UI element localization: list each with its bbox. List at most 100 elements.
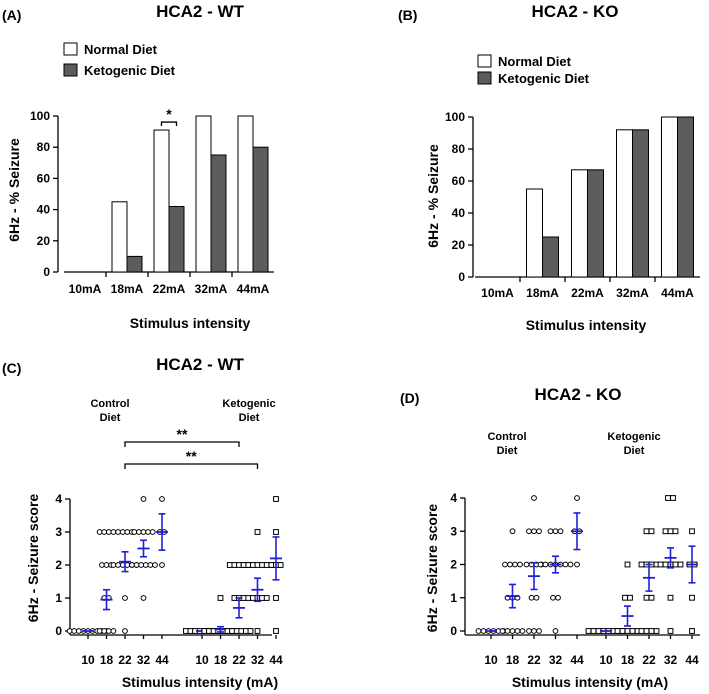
- panel-d-data-point: [629, 628, 636, 634]
- panel-c-data-point: [236, 562, 242, 568]
- panel-d-data-point: [526, 628, 532, 634]
- panel-b-x-tick-label: 22mA: [571, 286, 604, 300]
- panel-b-bar-ketogenic: [587, 169, 604, 278]
- panel-c-data-point: [71, 628, 78, 634]
- panel-d-data-point: [504, 628, 511, 634]
- panel-c-x-tick-label: 10: [195, 653, 209, 667]
- panel-c-data-point: [229, 628, 235, 634]
- panel-b-legend-normal-label: Normal Diet: [498, 54, 572, 69]
- panel-c-data-point: [233, 628, 240, 634]
- panel-a-label: (A): [2, 7, 21, 23]
- panel-c-plot-area: 0 1 2 3 4 10 18 22 32 44 Control Diet 10 18 22 32 44 Keto…: [55, 398, 284, 667]
- panel-a-y-tick-label: 0: [43, 265, 50, 279]
- panel-b-legend-ketogenic-swatch: [477, 71, 492, 85]
- panel-b-y-tick-label: 60: [452, 174, 466, 188]
- panel-c-data-point: [147, 562, 154, 568]
- panel-c-data-point: [273, 529, 279, 535]
- panel-d-data-point: [567, 561, 574, 568]
- panel-c-data-point: [131, 529, 138, 535]
- panel-d-data-point: [638, 561, 645, 568]
- panel-c-label: (C): [2, 360, 21, 376]
- panel-c-data-point: [245, 562, 252, 568]
- panel-d-label: (D): [400, 390, 419, 406]
- panel-d-data-point: [643, 628, 650, 634]
- panel-a-plot-area: 0 20 40 60 80 100 10mA 18mA 22mA 32mA 44mA *: [30, 106, 274, 296]
- panel-c-scatter-chart: (C) HCA2 - WT 6Hz - Seizure score Stimul…: [2, 355, 284, 690]
- panel-b-bar-normal: [526, 188, 543, 278]
- panel-d-data-point: [533, 594, 540, 601]
- panel-c-data-point: [149, 529, 156, 535]
- panel-b-x-tick-label: 18mA: [526, 286, 559, 300]
- panel-d-group-label-line-1: Ketogenic: [607, 431, 660, 443]
- panel-c-data-point: [140, 595, 147, 601]
- panel-d-data-point: [536, 628, 542, 634]
- panel-d-y-tick-label: 4: [450, 491, 457, 505]
- panel-c-data-point: [103, 562, 110, 568]
- panel-d-data-point: [614, 628, 621, 634]
- panel-d-data-point: [665, 495, 671, 501]
- panel-c-significance-bracket: [124, 463, 259, 469]
- panel-d-data-point: [557, 528, 564, 535]
- panel-d-data-point: [574, 561, 580, 568]
- panel-a-x-tick-label: 32mA: [195, 282, 228, 296]
- panel-a-bar-normal: [111, 201, 128, 273]
- panel-d-data-point: [552, 628, 559, 634]
- panel-d-y-tick-label: 2: [450, 558, 457, 572]
- panel-d-data-point: [537, 561, 544, 568]
- panel-d-data-point: [624, 628, 631, 634]
- panel-d-data-point: [643, 528, 650, 535]
- panel-d-x-tick-label: 18: [621, 653, 635, 667]
- panel-d-data-point: [657, 561, 664, 568]
- panel-c-y-tick-label: 3: [55, 525, 62, 539]
- panel-c-data-point: [259, 562, 266, 568]
- panel-c-data-point: [110, 562, 117, 568]
- panel-c-data-point: [96, 529, 103, 535]
- panel-d-data-point: [670, 495, 676, 501]
- panel-a-y-tick-label: 40: [37, 203, 51, 217]
- panel-d-data-point: [512, 561, 518, 568]
- panel-c-data-point: [145, 529, 152, 535]
- panel-c-data-point: [250, 562, 256, 568]
- panel-d-data-point: [531, 628, 537, 634]
- panel-c-data-point: [273, 595, 279, 601]
- panel-c-data-point: [101, 628, 108, 634]
- panel-d-data-point: [662, 528, 669, 535]
- panel-d-data-point: [648, 594, 655, 601]
- panel-d-x-tick-label: 22: [527, 653, 541, 667]
- panel-c-data-point: [140, 496, 147, 502]
- panel-d-data-point: [689, 528, 695, 535]
- panel-d-data-point: [689, 628, 695, 634]
- panel-c-x-axis-title: Stimulus intensity (mA): [122, 674, 278, 690]
- panel-d-data-point: [502, 561, 508, 568]
- panel-c-data-point: [119, 529, 126, 535]
- panel-a-bar-ketogenic: [252, 146, 269, 273]
- panel-d-data-point: [627, 594, 633, 601]
- panel-d-group-label-line-1: Control: [487, 431, 526, 443]
- panel-a-y-tick-label: 60: [37, 171, 51, 185]
- panel-d-y-tick-label: 1: [450, 591, 457, 605]
- panel-d-data-point: [653, 628, 660, 634]
- panel-b-bar-chart: (B) HCA2 - KO Normal Diet Ketogenic Diet…: [398, 2, 700, 333]
- panel-c-data-point: [75, 628, 82, 634]
- panel-d-group-label-line-2: Diet: [497, 445, 518, 457]
- panel-c-data-point: [110, 628, 117, 634]
- panel-b-x-tick-label: 32mA: [616, 286, 649, 300]
- panel-d-plot-area: 0 1 2 3 4 10 18 22 32 44 Control Diet 10 18 22 32 44 Keto…: [450, 431, 700, 667]
- panel-d-data-point: [523, 561, 530, 568]
- panel-a-legend-ketogenic-label: Ketogenic Diet: [84, 63, 176, 78]
- panel-b-bar-ketogenic: [632, 129, 649, 278]
- panel-d-data-point: [590, 628, 597, 634]
- panel-c-data-point: [133, 562, 140, 568]
- panel-d-data-point: [552, 528, 559, 535]
- panel-c-significance-stars: **: [177, 426, 188, 442]
- panel-a-y-axis-title: 6Hz - % Seizure: [6, 138, 22, 242]
- panel-a-significance-star: *: [166, 106, 172, 122]
- panel-d-data-point: [547, 528, 554, 535]
- panel-c-x-tick-label: 32: [137, 653, 151, 667]
- panel-b-label: (B): [398, 7, 417, 23]
- panel-c-x-tick-label: 44: [269, 653, 283, 667]
- panel-c-x-tick-label: 32: [251, 653, 265, 667]
- panel-d-x-tick-label: 32: [664, 653, 678, 667]
- panel-c-data-point: [66, 628, 73, 634]
